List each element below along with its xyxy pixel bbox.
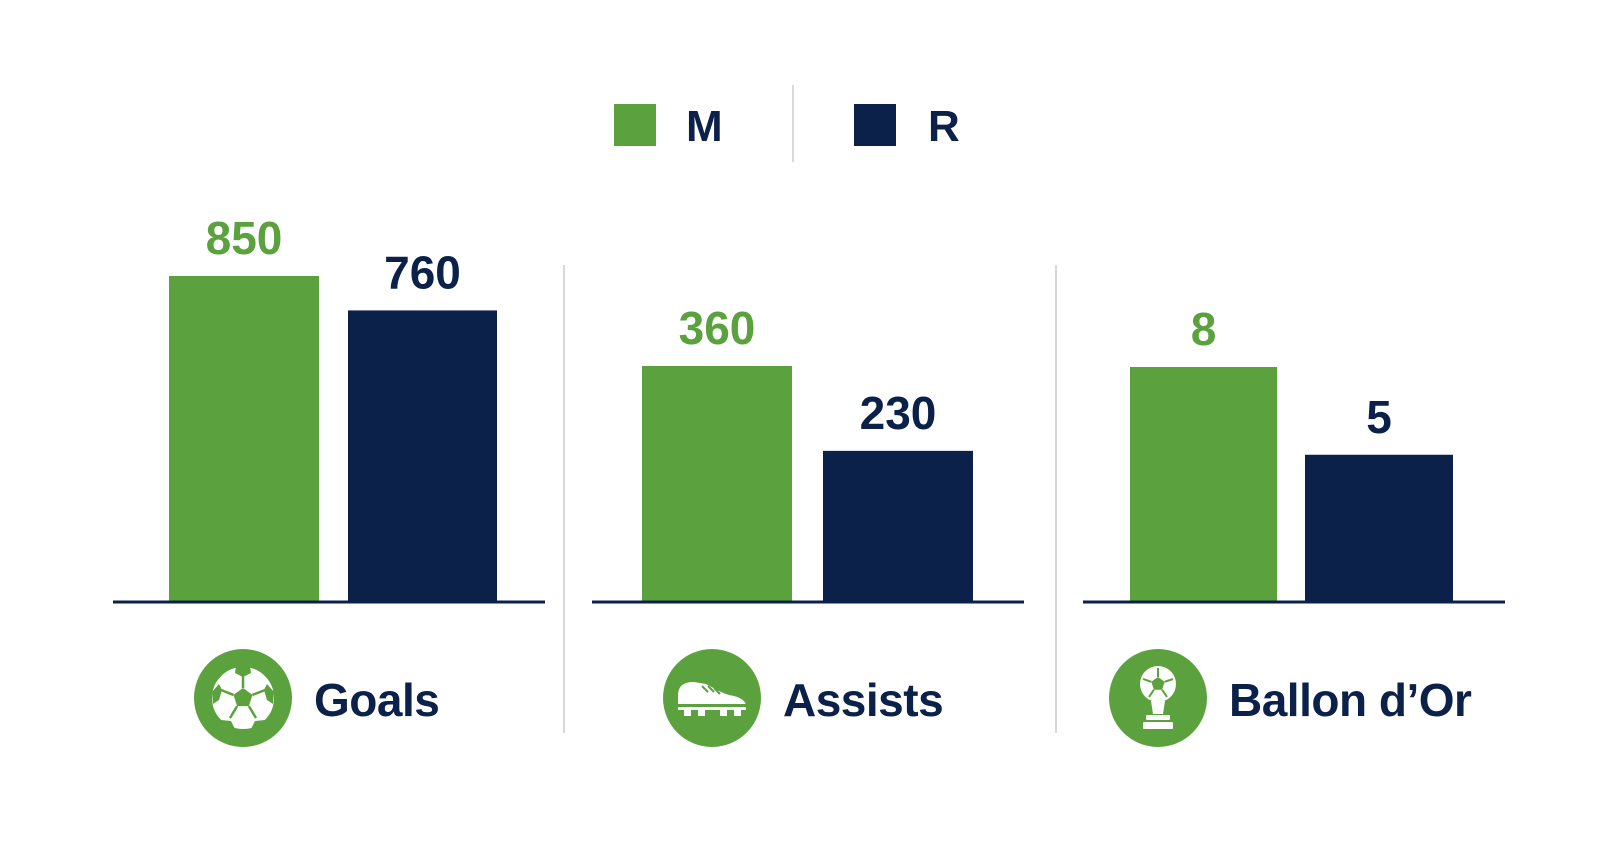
category-label-goals: Goals	[314, 674, 439, 726]
value-label-assists-r: 230	[860, 387, 937, 439]
value-label-ballon-d-or-r: 5	[1366, 391, 1392, 443]
bar-assists-r	[823, 450, 973, 601]
bar-goals-r	[348, 310, 497, 601]
legend-label-r: R	[928, 102, 960, 151]
value-label-assists-m: 360	[679, 302, 756, 354]
bar-ballon-d-or-r	[1305, 454, 1453, 601]
legend-label-m: M	[686, 102, 723, 151]
legend-swatch-r	[854, 104, 896, 146]
bar-goals-m	[169, 276, 319, 601]
value-label-goals-m: 850	[206, 212, 283, 264]
soccer-ball-icon	[194, 649, 292, 747]
bar-ballon-d-or-m	[1130, 367, 1277, 601]
category-label-assists: Assists	[783, 674, 943, 726]
category-label-ballon-d-or: Ballon d’Or	[1229, 674, 1472, 726]
bar-assists-m	[642, 366, 792, 601]
value-label-ballon-d-or-m: 8	[1191, 303, 1217, 355]
football-boot-icon	[663, 649, 761, 747]
value-label-goals-r: 760	[384, 246, 461, 298]
trophy-icon	[1109, 649, 1207, 747]
legend-swatch-m	[614, 104, 656, 146]
